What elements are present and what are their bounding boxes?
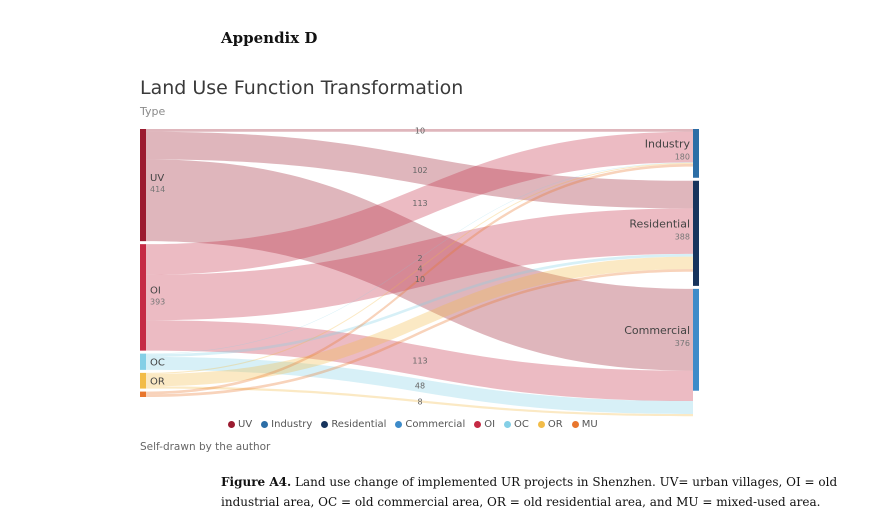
source-value-oi: 393	[150, 297, 165, 306]
link-uv-commercial	[146, 159, 693, 371]
source-node-or	[140, 372, 146, 389]
source-label-uv: UV	[150, 173, 164, 184]
legend-label-residential: Residential	[331, 419, 387, 430]
link-uv-residential	[146, 131, 693, 209]
legend-swatch-or	[537, 421, 545, 428]
legend-label-oi: OI	[484, 419, 496, 430]
chart-title: Land Use Function Transformation	[140, 77, 464, 99]
target-label-residential: Residential	[629, 217, 690, 230]
target-node-commercial	[693, 288, 699, 391]
link-oc-industry	[146, 162, 693, 355]
source-label-oi: OI	[150, 285, 161, 296]
link-oi-commercial	[146, 320, 693, 402]
source-label-or: OR	[150, 377, 165, 388]
link-oi-industry	[146, 131, 693, 275]
source-node-oc	[140, 353, 146, 370]
legend-item-industry[interactable]: Industry	[261, 419, 312, 430]
source-label-oc: OC	[150, 358, 165, 369]
target-node-residential	[693, 180, 699, 286]
link-label-oi-commercial: 113	[412, 357, 427, 366]
figure-caption: Figure A4. Land use change of implemente…	[221, 472, 841, 512]
legend-label-oc: OC	[514, 419, 529, 430]
link-label-oc-commercial: 48	[415, 381, 425, 390]
source-value-uv: 414	[150, 185, 165, 194]
links-layer	[146, 129, 693, 417]
target-label-industry: Industry	[645, 137, 691, 150]
link-label-oc-industry: 2	[417, 254, 422, 263]
link-or-commercial	[146, 386, 693, 417]
legend-label-industry: Industry	[271, 419, 313, 430]
legend-item-oc[interactable]: OC	[504, 419, 529, 430]
link-oc-residential	[146, 253, 693, 357]
legend-item-or[interactable]: OR	[537, 419, 563, 430]
link-mu-industry	[146, 163, 693, 395]
link-uv-industry	[146, 129, 693, 132]
link-label-or-industry: 4	[417, 264, 422, 273]
source-note: Self-drawn by the author	[140, 441, 271, 453]
appendix-heading: Appendix D	[221, 29, 318, 47]
link-label-or-commercial: 8	[417, 397, 422, 406]
caption-label: Figure A4.	[221, 475, 292, 489]
source-node-uv	[140, 129, 146, 242]
source-node-oi	[140, 244, 146, 351]
link-or-industry	[146, 162, 693, 374]
chart-subtitle: Type	[140, 105, 166, 118]
legend-item-residential[interactable]: Residential	[321, 419, 386, 430]
caption-text: Land use change of implemented UR projec…	[221, 475, 838, 509]
link-mu-residential	[146, 269, 693, 397]
legend-label-or: OR	[547, 419, 563, 430]
legend-item-mu[interactable]: MU	[571, 419, 598, 430]
link-or-residential	[146, 256, 693, 387]
link-oi-residential	[146, 208, 693, 321]
legend-swatch-commercial	[395, 421, 403, 428]
legend-label-uv: UV	[238, 419, 253, 430]
target-value-industry: 180	[675, 152, 690, 161]
legend-item-uv[interactable]: UV	[228, 419, 252, 430]
target-value-commercial: 376	[675, 339, 690, 348]
legend-swatch-residential	[321, 421, 329, 428]
target-node-industry	[693, 129, 699, 178]
link-oc-commercial	[146, 356, 693, 415]
source-node-mu	[140, 391, 146, 397]
legend-swatch-mu	[571, 421, 579, 428]
legend-swatch-oi	[474, 421, 482, 428]
legend-swatch-industry	[261, 421, 269, 428]
link-label-uv-residential: 102	[412, 166, 427, 175]
link-label-mu-industry: 10	[415, 275, 425, 284]
target-label-commercial: Commercial	[624, 324, 690, 337]
link-label-oi-industry: 113	[412, 199, 427, 208]
link-label-uv-industry: 10	[415, 126, 425, 135]
legend-swatch-oc	[504, 421, 512, 428]
chart-legend: UV Industry Residential Commercial OI OC OR MU	[228, 419, 598, 430]
legend-item-oi[interactable]: OI	[474, 419, 495, 430]
legend-swatch-uv	[228, 421, 235, 428]
legend-item-commercial[interactable]: Commercial	[395, 419, 465, 430]
target-value-residential: 388	[675, 232, 690, 241]
legend-label-mu: MU	[581, 419, 598, 430]
legend-label-commercial: Commercial	[405, 419, 466, 430]
